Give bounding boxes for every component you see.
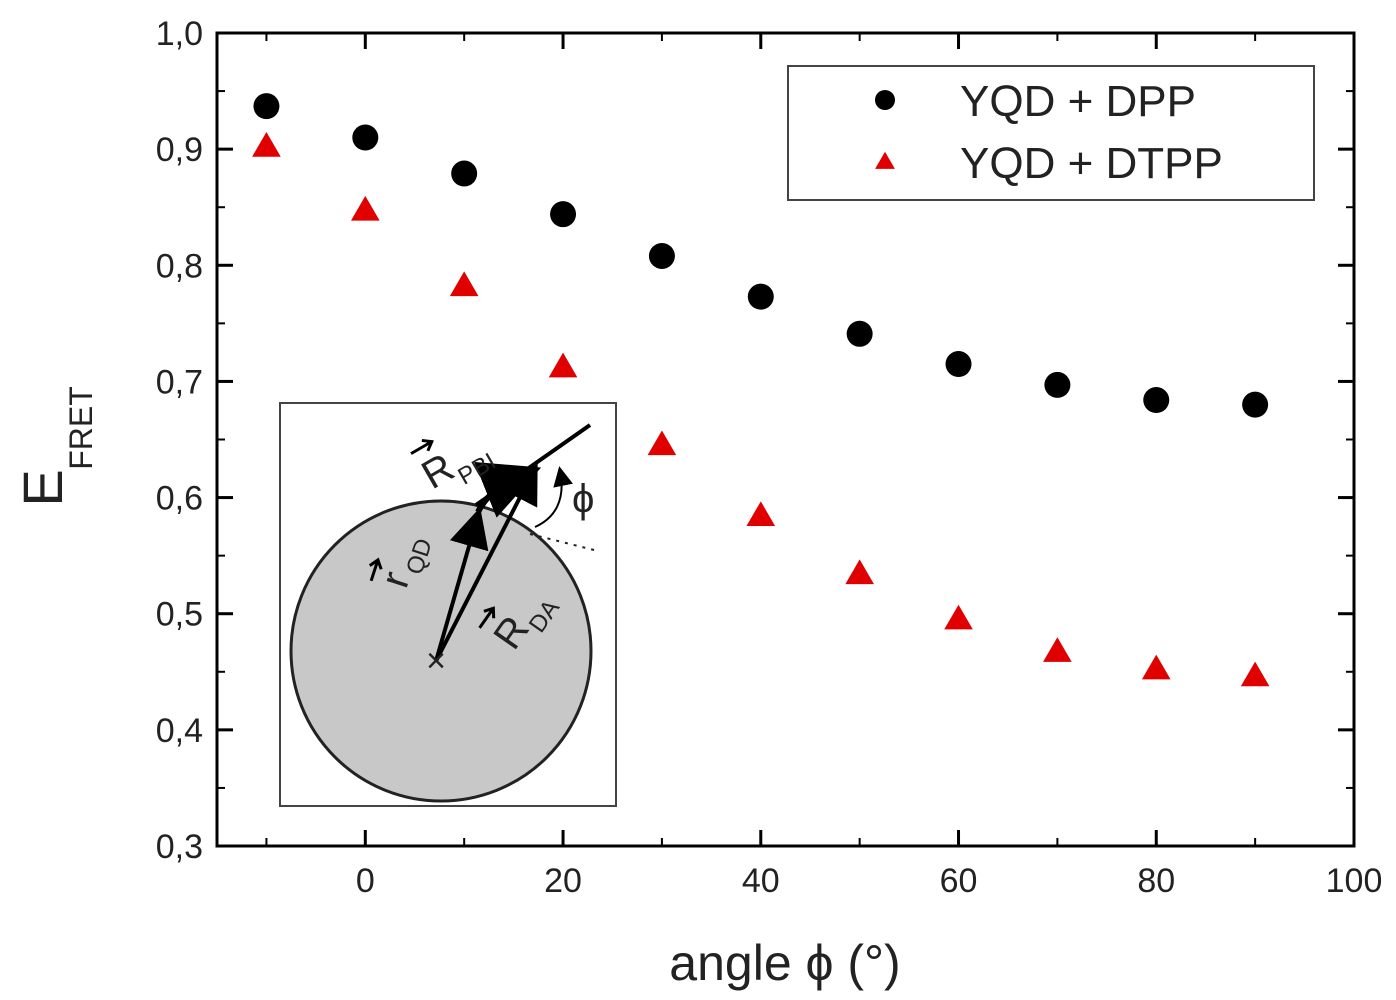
dpp-point bbox=[747, 283, 774, 310]
legend-box bbox=[787, 65, 1315, 201]
dtpp-point bbox=[351, 195, 380, 221]
dtpp-point bbox=[1043, 637, 1072, 662]
y-tick-label: 0,7 bbox=[156, 363, 203, 401]
inset-label-r-da-arrow bbox=[478, 606, 496, 629]
inset-vector-r-pbi bbox=[474, 461, 542, 518]
inset-label-phi: ϕ bbox=[572, 477, 594, 521]
dpp-point bbox=[253, 93, 280, 120]
y-axis-title-main: E bbox=[11, 469, 74, 506]
inset-angle-arc bbox=[534, 466, 573, 528]
y-tick-label: 0,9 bbox=[156, 131, 203, 169]
dtpp-point bbox=[548, 352, 578, 378]
dtpp-point bbox=[647, 430, 677, 456]
dtpp-point bbox=[845, 559, 874, 585]
dtpp-point bbox=[746, 501, 776, 527]
legend-label: YQD + DTPP bbox=[960, 139, 1223, 188]
inset-tangent-dotted bbox=[529, 533, 599, 552]
dpp-point bbox=[945, 351, 972, 378]
inset-center-mark: × bbox=[426, 642, 446, 680]
dpp-point bbox=[648, 242, 675, 269]
x-tick-label: 0 bbox=[356, 862, 375, 900]
inset-diagram: × R PBI r QD R DA ϕ bbox=[279, 402, 617, 807]
y-axis-title-sub: FRET bbox=[63, 386, 99, 470]
data-points bbox=[252, 93, 1270, 687]
dpp-point bbox=[352, 124, 379, 151]
legend-label: YQD + DPP bbox=[960, 77, 1196, 126]
x-axis-title: angle ϕ (°) bbox=[669, 935, 900, 991]
y-tick-label: 1,0 bbox=[156, 15, 203, 53]
dpp-point bbox=[1044, 371, 1071, 398]
dtpp-point bbox=[449, 271, 479, 297]
y-tick-label: 0,8 bbox=[156, 247, 203, 285]
inset-label-r-qd-arrow bbox=[368, 557, 383, 582]
y-tick-label: 0,5 bbox=[156, 596, 203, 634]
inset-vector-r-qd bbox=[434, 507, 489, 662]
x-tick-label: 60 bbox=[940, 862, 978, 900]
x-tick-label: 100 bbox=[1326, 862, 1383, 900]
legend-marker bbox=[875, 90, 895, 110]
dpp-point bbox=[1143, 387, 1170, 414]
x-tick-label: 40 bbox=[742, 862, 780, 900]
dtpp-point bbox=[1141, 654, 1171, 680]
x-tick-label: 80 bbox=[1137, 862, 1175, 900]
x-axis-ticks: 0 20 40 60 80 100 bbox=[265, 33, 1383, 900]
dpp-point bbox=[550, 201, 577, 228]
y-axis-ticks: 0,3 0,4 0,5 0,6 0,7 0,8 0,9 1,0 bbox=[156, 15, 1354, 866]
inset-label-r-pbi-arrow bbox=[410, 438, 434, 455]
y-tick-label: 0,3 bbox=[156, 828, 203, 866]
dtpp-point bbox=[252, 132, 281, 157]
y-axis-title: E FRET bbox=[11, 386, 99, 506]
x-tick-label: 20 bbox=[544, 862, 582, 900]
dtpp-point bbox=[944, 604, 973, 630]
dpp-point bbox=[846, 320, 873, 347]
legend: YQD + DPP YQD + DTPP bbox=[787, 65, 1315, 201]
dpp-point bbox=[1242, 391, 1269, 418]
y-tick-label: 0,6 bbox=[156, 480, 203, 518]
dpp-point bbox=[451, 160, 478, 187]
y-tick-label: 0,4 bbox=[156, 712, 203, 750]
dtpp-point bbox=[1240, 661, 1270, 687]
legend-marker bbox=[875, 151, 895, 169]
